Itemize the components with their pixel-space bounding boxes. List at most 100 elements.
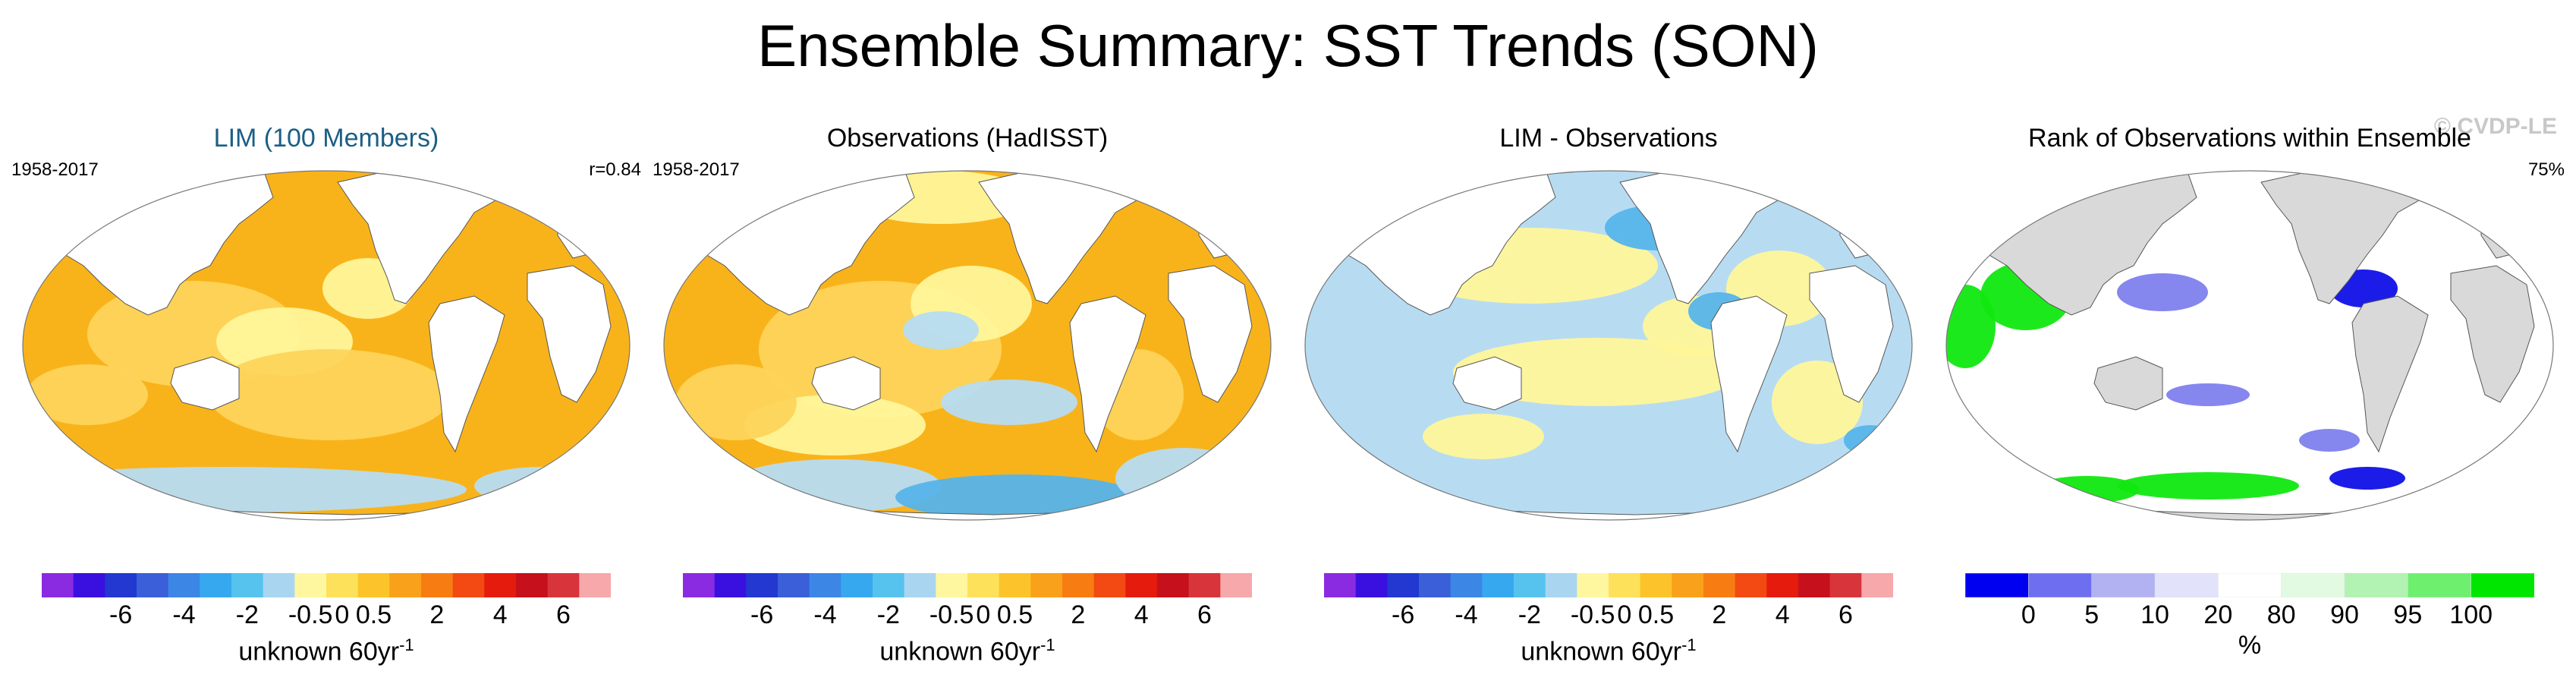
land-australia <box>1452 356 1522 411</box>
panel-lim-members: LIM (100 Members) 1958-2017 r=0.84 unkno… <box>11 114 641 676</box>
map-rank <box>1945 170 2554 521</box>
period-label: 1958-2017 <box>11 159 99 180</box>
anomaly-patch <box>2117 472 2299 499</box>
colorbar-swatch <box>389 573 422 597</box>
colorbar-swatch <box>1450 573 1483 597</box>
colorbar <box>683 573 1252 597</box>
ocean-field <box>1305 171 1912 520</box>
ocean-field <box>664 171 1271 520</box>
panel-title: Rank of Observations within Ensemble <box>2028 124 2471 153</box>
land-africa <box>2450 265 2535 403</box>
landmasses <box>33 171 627 520</box>
colorbar-swatch <box>1093 573 1126 597</box>
colorbar <box>1324 573 1893 597</box>
watermark: © CVDP-LE <box>2433 114 2557 139</box>
colorbar-swatch <box>1355 573 1388 597</box>
colorbar-swatch <box>1798 573 1831 597</box>
colorbar-caption: % <box>2238 631 2262 660</box>
colorbar-swatch <box>2471 573 2534 597</box>
colorbar-tick-label: -4 <box>813 600 837 629</box>
colorbar-tick-label: -0.5 <box>929 600 974 629</box>
colorbar-swatch <box>1220 573 1252 597</box>
colorbar-swatch <box>2091 573 2156 597</box>
colorbar-swatch <box>2154 573 2219 597</box>
colorbar-tick-label: -2 <box>876 600 900 629</box>
ocean-field <box>23 171 630 520</box>
colorbar-swatch <box>1672 573 1704 597</box>
land-europe <box>2480 197 2550 259</box>
colorbar-swatch <box>1861 573 1893 597</box>
colorbar-swatch <box>683 573 716 597</box>
anomaly-patch <box>1977 484 2083 503</box>
colorbar-tick-label: 4 <box>492 600 508 629</box>
colorbar-swatch <box>1577 573 1609 597</box>
colorbar-tick-label: 6 <box>1838 600 1853 629</box>
colorbar-swatch <box>1609 573 1641 597</box>
colorbar-swatch <box>778 573 810 597</box>
colorbar-tick-label: 0 <box>2021 600 2036 629</box>
colorbar-swatch <box>105 573 137 597</box>
anomaly-patch <box>1946 285 1996 368</box>
colorbar-swatch <box>1030 573 1063 597</box>
land-europe <box>1198 197 1268 259</box>
land-greenland <box>1137 171 1188 198</box>
colorbar-swatch <box>1735 573 1767 597</box>
colorbar-tick-label: 6 <box>1197 600 1212 629</box>
colorbar-tick-label: 2 <box>1071 600 1086 629</box>
colorbar-tick-label: 95 <box>2393 600 2423 629</box>
anomaly-patch <box>27 364 148 425</box>
colorbar-tick-label: -6 <box>109 600 133 629</box>
anomaly-patch <box>1423 414 1544 459</box>
ocean-field <box>1946 171 2553 520</box>
anomaly-patch <box>209 349 451 440</box>
ocean-base <box>1946 171 2553 520</box>
land-australia <box>811 356 881 411</box>
land-europe <box>557 197 627 259</box>
anomaly-patch <box>941 380 1077 425</box>
colorbar-swatch <box>42 573 74 597</box>
colorbar-swatch <box>746 573 778 597</box>
colorbar-tick-label: 0.5 <box>1637 600 1675 629</box>
colorbar-tick-label: 0.5 <box>996 600 1033 629</box>
colorbar-swatch <box>1514 573 1546 597</box>
panel-title: Observations (HadISST) <box>826 124 1109 153</box>
globe-outline <box>1304 170 1913 521</box>
anomaly-patch <box>1115 448 1252 509</box>
colorbar-tick-label: 0 <box>976 600 991 629</box>
colorbar-swatch <box>516 573 549 597</box>
globe-outline <box>663 170 1272 521</box>
map-observations-trend <box>663 170 1272 521</box>
panel-rank: © CVDP-LE Rank of Observations within En… <box>1935 114 2565 676</box>
period-label: 1958-2017 <box>653 159 740 180</box>
colorbar-tick-label: 2 <box>1712 600 1727 629</box>
colorbar-swatch <box>326 573 359 597</box>
colorbar-tick-label: 90 <box>2330 600 2359 629</box>
colorbar-swatch <box>999 573 1031 597</box>
colorbar-tick-label: -2 <box>1518 600 1541 629</box>
colorbar-caption: unknown 60yr-1 <box>879 635 1055 667</box>
colorbar-swatch <box>1829 573 1862 597</box>
colorbar-tick-label: 80 <box>2266 600 2296 629</box>
land-africa <box>1168 265 1253 403</box>
colorbar-swatch <box>936 573 968 597</box>
colorbar <box>42 573 611 597</box>
colorbar-tick-label: 100 <box>2449 600 2493 629</box>
colorbar-caption: unknown 60yr-1 <box>1521 635 1697 667</box>
panel-observations: Observations (HadISST) 1958-2017 unknown… <box>653 114 1282 676</box>
anomaly-patch <box>2329 467 2405 490</box>
colorbar-tick-label: 0 <box>335 600 350 629</box>
panel-lim-minus-obs: LIM - Observations unknown 60yr-1 -6 -4 -2… <box>1294 114 1923 676</box>
colorbar-swatch <box>1965 573 2030 597</box>
colorbar-swatch <box>841 573 873 597</box>
anomaly-patch <box>474 467 611 505</box>
colorbar-swatch <box>263 573 295 597</box>
anomaly-patch <box>2117 273 2208 311</box>
globe-outline <box>1945 170 2554 521</box>
figure-title: Ensemble Summary: SST Trends (SON) <box>757 12 1819 79</box>
colorbar-tick-label: -4 <box>1455 600 1478 629</box>
colorbar-tick-label: -0.5 <box>288 600 333 629</box>
land-europe <box>1839 197 1909 259</box>
colorbar-swatch <box>2281 573 2345 597</box>
colorbar-swatch <box>294 573 327 597</box>
colorbar-swatch <box>714 573 747 597</box>
